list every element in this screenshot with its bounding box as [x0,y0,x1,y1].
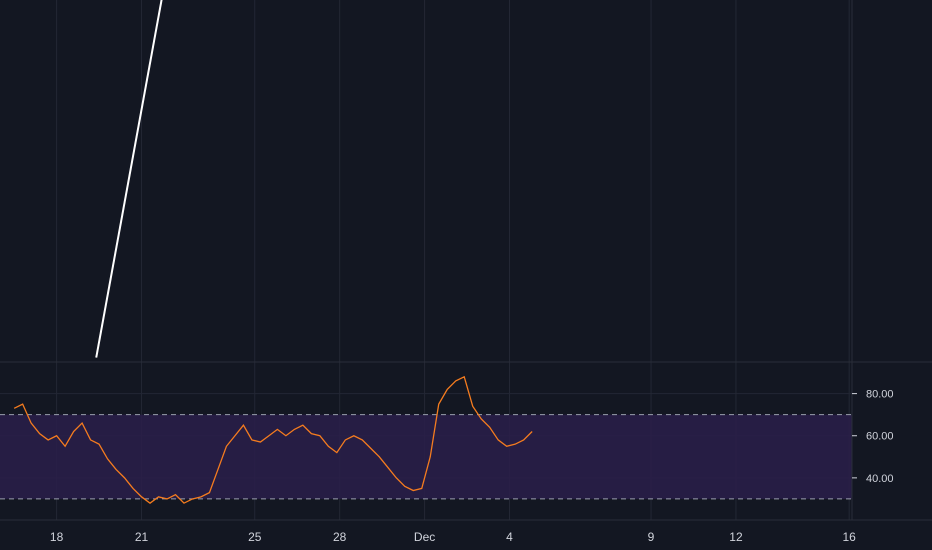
rsi-axis[interactable]: 40.00 60.00 80.00 [852,389,894,485]
rsi-tick-label: 60.00 [866,431,894,443]
time-tick-label: 4 [506,530,513,544]
time-tick-label: 21 [135,530,149,544]
time-tick-label: 16 [842,530,856,544]
rsi-band-fill [0,414,852,499]
time-tick-label: 18 [50,530,64,544]
time-tick-label: Dec [414,530,435,544]
time-tick-label: 28 [333,530,347,544]
rsi-line [13,375,533,504]
time-tick-label: 12 [729,530,743,544]
rsi-tick-label: 40.00 [866,473,894,485]
rsi-indicator [0,375,852,504]
rsi-tick-label: 80.00 [866,389,894,401]
time-tick-label: 9 [648,530,655,544]
time-tick-label: 25 [248,530,262,544]
time-axis[interactable]: 18 21 25 28 Dec 4 9 12 16 [50,530,856,544]
